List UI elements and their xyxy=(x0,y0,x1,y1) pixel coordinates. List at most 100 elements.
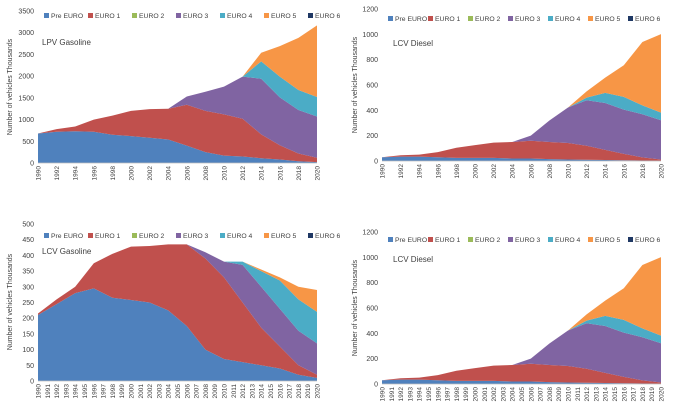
x-tick-label: 2008 xyxy=(203,166,210,181)
legend-label: EURO 3 xyxy=(515,16,541,23)
area-euro-4 xyxy=(38,244,317,344)
x-tick-label: 1992 xyxy=(398,164,405,179)
x-tick-label: 2002 xyxy=(147,166,154,181)
x-tick-label: 2012 xyxy=(584,164,591,179)
x-tick-label: 2000 xyxy=(129,166,136,181)
x-tick-label: 2017 xyxy=(287,384,294,399)
x-tick-label: 1991 xyxy=(389,387,396,402)
legend-swatch xyxy=(220,233,225,238)
x-tick-label: 1998 xyxy=(110,384,117,399)
legend-swatch xyxy=(388,16,393,21)
x-tick-label: 2018 xyxy=(296,166,303,181)
chart-title: LCV Diesel xyxy=(393,255,433,264)
y-tick-label: 0 xyxy=(374,159,378,166)
legend-swatch xyxy=(220,13,225,18)
x-tick-label: 2020 xyxy=(315,166,322,181)
y-tick-label: 450 xyxy=(22,237,34,244)
x-tick-label: 2009 xyxy=(556,387,563,402)
x-tick-label: 2008 xyxy=(547,387,554,402)
legend-label: EURO 2 xyxy=(139,13,165,20)
x-tick-label: 2020 xyxy=(659,387,666,402)
legend-swatch xyxy=(468,16,473,21)
area-euro-1 xyxy=(382,140,661,161)
legend-label: EURO 1 xyxy=(95,233,121,240)
area-euro-3 xyxy=(382,100,661,160)
area-pre-euro xyxy=(382,156,661,161)
x-tick-label: 1990 xyxy=(36,166,43,181)
x-tick-label: 2018 xyxy=(640,164,647,179)
legend-label: EURO 5 xyxy=(595,16,621,23)
legend-label: EURO 6 xyxy=(635,237,661,244)
legend-swatch xyxy=(88,13,93,18)
x-tick-label: 2005 xyxy=(175,384,182,399)
legend-swatch xyxy=(548,237,553,242)
x-tick-label: 2007 xyxy=(538,387,545,402)
area-euro-3 xyxy=(382,323,661,383)
y-tick-label: 0 xyxy=(30,161,34,168)
x-tick-label: 1994 xyxy=(73,166,80,181)
x-tick-label: 2019 xyxy=(649,387,656,402)
legend-label: Pre EURO xyxy=(51,233,83,240)
x-tick-label: 2014 xyxy=(259,384,266,399)
x-tick-label: 2012 xyxy=(240,166,247,181)
x-tick-label: 1999 xyxy=(463,387,470,402)
y-tick-label: 200 xyxy=(22,316,34,323)
y-axis-label: Number of vehicles Thousands xyxy=(7,38,14,135)
y-tick-label: 400 xyxy=(22,253,34,260)
legend-swatch xyxy=(132,13,137,18)
legend-label: EURO 1 xyxy=(435,237,461,244)
y-tick-label: 0 xyxy=(374,382,378,389)
y-tick-label: 100 xyxy=(22,347,34,354)
y-tick-label: 500 xyxy=(22,139,34,146)
y-tick-label: 1000 xyxy=(362,32,378,39)
x-tick-label: 2013 xyxy=(249,384,256,399)
area-pre-euro xyxy=(382,379,661,384)
x-tick-label: 1992 xyxy=(54,166,61,181)
x-tick-label: 2000 xyxy=(473,164,480,179)
legend-swatch xyxy=(428,16,433,21)
legend-swatch xyxy=(468,237,473,242)
legend-swatch xyxy=(628,237,633,242)
x-tick-label: 2002 xyxy=(491,164,498,179)
chart-title: LCV Diesel xyxy=(393,39,433,48)
x-tick-label: 2013 xyxy=(593,387,600,402)
legend-swatch xyxy=(308,13,313,18)
x-tick-label: 2016 xyxy=(277,384,284,399)
legend-swatch xyxy=(44,233,49,238)
x-tick-label: 2000 xyxy=(129,384,136,399)
x-tick-label: 2006 xyxy=(528,387,535,402)
x-tick-label: 1990 xyxy=(380,387,387,402)
x-tick-label: 1996 xyxy=(91,384,98,399)
y-tick-label: 3500 xyxy=(18,9,34,16)
area-pre-euro xyxy=(38,288,317,381)
legend-label: Pre EURO xyxy=(51,13,83,20)
x-tick-label: 2018 xyxy=(640,387,647,402)
legend-swatch xyxy=(628,16,633,21)
x-tick-label: 2014 xyxy=(603,164,610,179)
legend-label: EURO 5 xyxy=(271,233,297,240)
legend-label: EURO 3 xyxy=(183,233,209,240)
x-tick-label: 2003 xyxy=(156,384,163,399)
area-euro-1 xyxy=(382,363,661,384)
y-tick-label: 500 xyxy=(22,222,34,229)
x-tick-label: 2008 xyxy=(547,164,554,179)
x-tick-label: 1996 xyxy=(435,387,442,402)
x-tick-label: 1992 xyxy=(398,387,405,402)
chart-title: LCV Gasoline xyxy=(42,247,92,256)
legend-label: Pre EURO xyxy=(395,16,427,23)
legend-swatch xyxy=(508,16,513,21)
x-tick-label: 2008 xyxy=(203,384,210,399)
x-tick-label: 2006 xyxy=(528,164,535,179)
x-tick-label: 2000 xyxy=(473,387,480,402)
area-euro-3 xyxy=(38,76,317,158)
y-tick-label: 0 xyxy=(30,379,34,386)
x-tick-label: 1998 xyxy=(454,164,461,179)
legend-label: EURO 1 xyxy=(435,16,461,23)
x-tick-label: 2018 xyxy=(296,384,303,399)
x-tick-label: 1993 xyxy=(63,384,70,399)
legend-label: EURO 2 xyxy=(139,233,165,240)
legend-swatch xyxy=(176,233,181,238)
x-tick-label: 2019 xyxy=(305,384,312,399)
